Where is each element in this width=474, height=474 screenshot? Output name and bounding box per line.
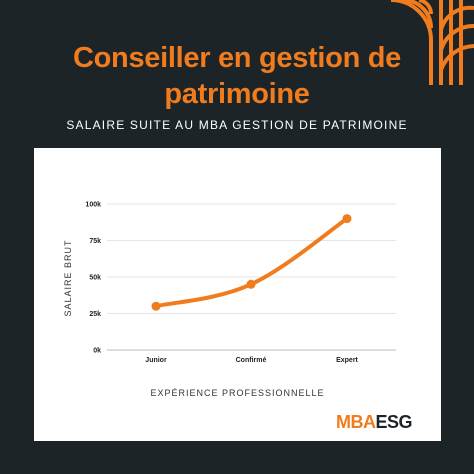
title-line-2: patrimoine: [164, 78, 310, 110]
x-tick-label: Junior: [145, 357, 167, 364]
x-tick-label: Expert: [336, 357, 358, 364]
data-point: [151, 301, 161, 311]
chart-card: 0k 25k 50k 75k 100k Junior Confirmé Expert SAL…: [34, 148, 441, 441]
logo-mba: MBA: [336, 412, 376, 432]
x-tick-label: Confirmé: [236, 357, 267, 364]
orange-arc-pattern-icon: [390, 0, 474, 85]
x-axis-label: EXPÉRIENCE PROFESSIONNELLE: [150, 388, 325, 398]
mba-esg-logo: MBAESG: [336, 412, 413, 434]
data-point: [342, 214, 352, 224]
title-line-1: Conseiller en gestion de: [73, 42, 401, 74]
data-point: [246, 279, 256, 289]
y-axis-label: SALAIRE BRUT: [63, 239, 73, 316]
y-tick-label: 25k: [89, 311, 101, 318]
salary-series-line: [154, 216, 349, 309]
y-tick-label: 75k: [89, 238, 101, 245]
y-tick-label: 100k: [85, 202, 101, 209]
salary-line-chart: 0k 25k 50k 75k 100k Junior Confirmé Expert SAL…: [63, 202, 396, 364]
y-tick-label: 0k: [93, 348, 101, 355]
y-tick-label: 50k: [89, 275, 101, 282]
page-title: Conseiller en gestion de patrimoine: [40, 40, 434, 112]
subtitle: SALAIRE SUITE AU MBA GESTION DE PATRIMOI…: [66, 118, 408, 132]
logo-esg: ESG: [375, 412, 413, 432]
